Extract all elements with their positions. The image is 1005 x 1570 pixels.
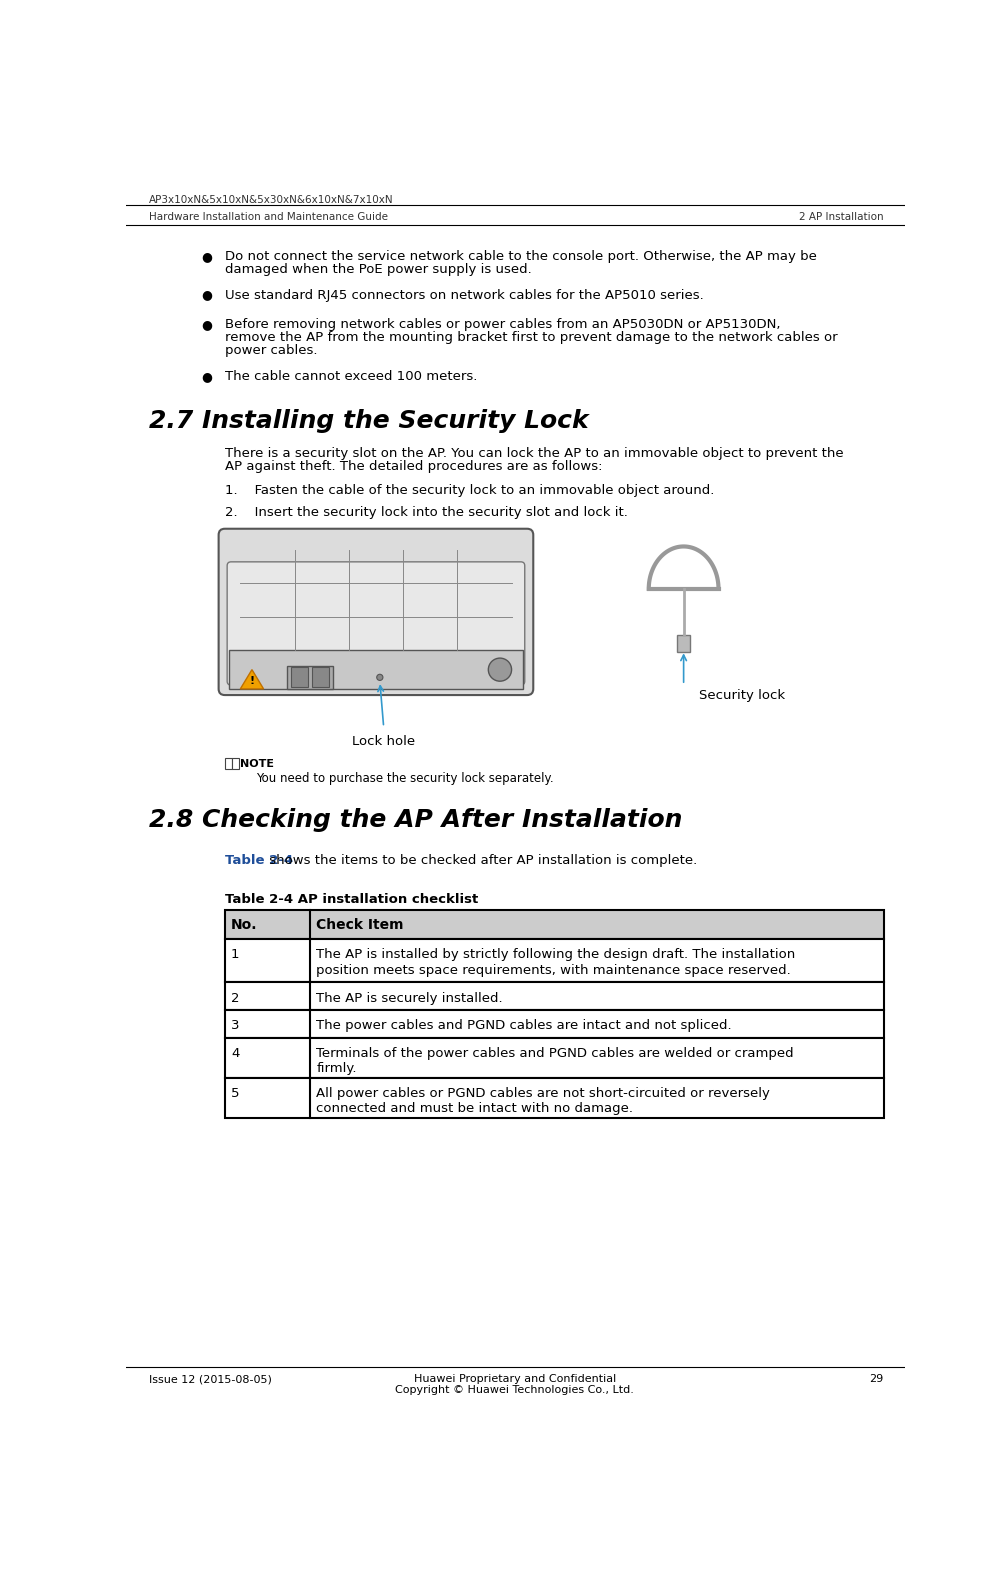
Text: power cables.: power cables. [225, 344, 318, 356]
Text: connected and must be intact with no damage.: connected and must be intact with no dam… [317, 1102, 633, 1115]
Text: Copyright © Huawei Technologies Co., Ltd.: Copyright © Huawei Technologies Co., Ltd… [395, 1385, 634, 1396]
Bar [225, 1038, 883, 1077]
Text: 2: 2 [231, 992, 239, 1005]
Bar [229, 650, 524, 689]
Text: 2.7 Installing the Security Lock: 2.7 Installing the Security Lock [149, 408, 589, 433]
Bar [225, 758, 232, 769]
Text: Table 2-4 AP installation checklist: Table 2-4 AP installation checklist [225, 893, 478, 906]
Bar [225, 911, 883, 939]
Text: Security lock: Security lock [699, 689, 785, 702]
Text: The AP is installed by strictly following the design draft. The installation: The AP is installed by strictly followin… [317, 948, 796, 961]
Text: All power cables or PGND cables are not short-circuited or reversely: All power cables or PGND cables are not … [317, 1086, 770, 1101]
Bar [225, 939, 883, 983]
Bar [225, 983, 883, 1010]
Text: firmly.: firmly. [317, 1063, 357, 1075]
Text: 1.    Fasten the cable of the security lock to an immovable object around.: 1. Fasten the cable of the security lock… [225, 484, 715, 498]
Text: Use standard RJ45 connectors on network cables for the AP5010 series.: Use standard RJ45 connectors on network … [225, 289, 704, 301]
Text: You need to purchase the security lock separately.: You need to purchase the security lock s… [256, 772, 554, 785]
Text: 5: 5 [231, 1086, 239, 1101]
Circle shape [488, 658, 512, 681]
Text: The cable cannot exceed 100 meters.: The cable cannot exceed 100 meters. [225, 371, 477, 383]
Text: The power cables and PGND cables are intact and not spliced.: The power cables and PGND cables are int… [317, 1019, 732, 1031]
Text: NOTE: NOTE [240, 758, 274, 769]
Text: 2.8 Checking the AP After Installation: 2.8 Checking the AP After Installation [149, 809, 682, 832]
Bar [225, 1010, 883, 1038]
Bar [232, 758, 239, 769]
Text: !: ! [249, 675, 254, 686]
Circle shape [377, 674, 383, 680]
Text: shows the items to be checked after AP installation is complete.: shows the items to be checked after AP i… [265, 854, 697, 868]
Text: Terminals of the power cables and PGND cables are welded or cramped: Terminals of the power cables and PGND c… [317, 1047, 794, 1060]
Text: AP3x10xN&5x10xN&5x30xN&6x10xN&7x10xN: AP3x10xN&5x10xN&5x30xN&6x10xN&7x10xN [149, 195, 394, 204]
Text: There is a security slot on the AP. You can lock the AP to an immovable object t: There is a security slot on the AP. You … [225, 447, 843, 460]
Bar [225, 1077, 883, 1118]
Text: Before removing network cables or power cables from an AP5030DN or AP5130DN,: Before removing network cables or power … [225, 317, 780, 331]
Text: Hardware Installation and Maintenance Guide: Hardware Installation and Maintenance Gu… [149, 212, 388, 221]
Text: AP against theft. The detailed procedures are as follows:: AP against theft. The detailed procedure… [225, 460, 602, 473]
Text: Table 2-4: Table 2-4 [225, 854, 292, 868]
Text: Check Item: Check Item [317, 917, 404, 931]
Bar [286, 666, 334, 689]
Text: Do not connect the service network cable to the console port. Otherwise, the AP : Do not connect the service network cable… [225, 250, 817, 264]
Text: No.: No. [231, 917, 257, 931]
Text: 29: 29 [869, 1374, 883, 1385]
Text: ●: ● [201, 371, 212, 383]
FancyBboxPatch shape [219, 529, 534, 696]
Text: The AP is securely installed.: The AP is securely installed. [317, 992, 502, 1005]
FancyBboxPatch shape [227, 562, 525, 685]
Bar [677, 634, 689, 652]
Text: 2 AP Installation: 2 AP Installation [799, 212, 883, 221]
Text: ●: ● [201, 250, 212, 264]
Polygon shape [240, 670, 263, 689]
Text: Lock hole: Lock hole [352, 735, 415, 747]
Text: Huawei Proprietary and Confidential: Huawei Proprietary and Confidential [413, 1374, 616, 1385]
Text: remove the AP from the mounting bracket first to prevent damage to the network c: remove the AP from the mounting bracket … [225, 331, 837, 344]
Text: ●: ● [201, 289, 212, 301]
Bar [290, 667, 308, 686]
Text: 1: 1 [231, 948, 239, 961]
Text: damaged when the PoE power supply is used.: damaged when the PoE power supply is use… [225, 264, 532, 276]
Text: Issue 12 (2015-08-05): Issue 12 (2015-08-05) [149, 1374, 271, 1385]
Text: 4: 4 [231, 1047, 239, 1060]
Text: ●: ● [201, 317, 212, 331]
Text: position meets space requirements, with maintenance space reserved.: position meets space requirements, with … [317, 964, 791, 977]
Text: 3: 3 [231, 1019, 239, 1031]
Text: 2.    Insert the security lock into the security slot and lock it.: 2. Insert the security lock into the sec… [225, 506, 628, 518]
Bar [313, 667, 330, 686]
